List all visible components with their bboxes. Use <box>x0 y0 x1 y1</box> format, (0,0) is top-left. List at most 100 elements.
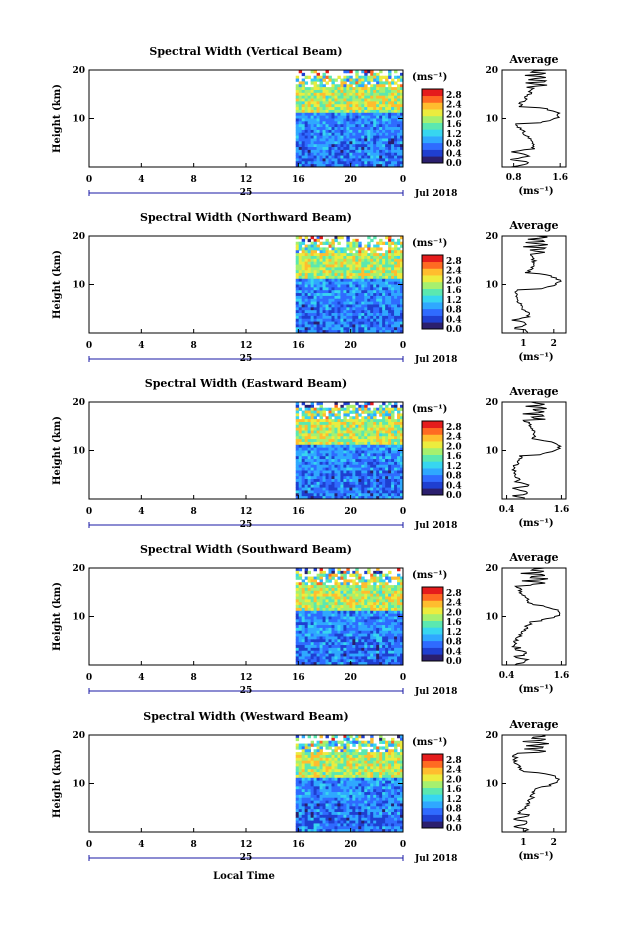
heatmap-cell <box>355 467 359 471</box>
heatmap-cell <box>379 653 383 657</box>
heatmap-cell <box>382 89 386 94</box>
heatmap-cell <box>391 461 395 466</box>
heatmap-cell <box>358 653 362 657</box>
heatmap-cell <box>298 261 303 265</box>
heatmap-cell <box>370 70 374 74</box>
heatmap-cell <box>298 653 303 657</box>
heatmap-cell <box>307 321 312 325</box>
heatmap-cell <box>316 616 320 620</box>
heatmap-cell <box>349 740 353 744</box>
heatmap-cell <box>307 330 312 334</box>
heatmap-cell <box>319 101 323 105</box>
heatmap-cell <box>298 270 303 274</box>
heatmap-cell <box>397 124 401 128</box>
heatmap-cell <box>307 313 312 317</box>
heatmap-cell <box>394 625 398 629</box>
heatmap-cell <box>364 253 368 257</box>
heatmap-cell <box>331 659 335 663</box>
heatmap-cell <box>352 602 356 606</box>
heatmap-cell <box>364 112 368 117</box>
heatmap-cell <box>340 484 344 488</box>
heatmap-cell <box>376 639 380 643</box>
heatmap-cell <box>379 147 383 151</box>
heatmap-cell <box>337 633 341 637</box>
heatmap-cell <box>316 625 320 629</box>
heatmap-cell <box>394 653 398 657</box>
heatmap-cell <box>307 636 312 640</box>
heatmap-cell <box>397 407 401 411</box>
heatmap-cell <box>343 144 347 148</box>
heatmap-cell <box>304 158 309 162</box>
heatmap-cell <box>400 642 404 646</box>
heatmap-cell <box>313 330 317 334</box>
heatmap-cell <box>364 743 368 747</box>
average-y-tick-label: 20 <box>485 398 498 408</box>
x-tick-label: 12 <box>240 673 253 683</box>
heatmap-cell <box>385 410 389 414</box>
heatmap-cell <box>343 95 347 99</box>
heatmap-cell <box>385 89 389 94</box>
heatmap-cell <box>331 427 335 431</box>
heatmap-cell <box>349 441 353 446</box>
heatmap-cell <box>325 95 329 99</box>
heatmap-cell <box>373 464 377 469</box>
heatmap-cell <box>397 75 401 79</box>
heatmap-cell <box>370 419 374 423</box>
heatmap-cell <box>313 749 317 753</box>
heatmap-cell <box>379 313 383 317</box>
heatmap-cell <box>325 307 329 311</box>
heatmap-cell <box>325 447 329 451</box>
heatmap-cell <box>301 304 306 308</box>
heatmap-cell <box>355 115 359 119</box>
heatmap-cell <box>382 158 386 162</box>
heatmap-cell <box>370 613 374 617</box>
colorbar-tick-label: 2.0 <box>446 276 462 286</box>
heatmap-cell <box>367 467 371 471</box>
heatmap-cell <box>364 293 368 297</box>
average-profile-line <box>510 69 561 168</box>
heatmap-cell <box>397 267 401 271</box>
heatmap-cell <box>391 290 395 294</box>
heatmap-cell <box>397 441 401 446</box>
heatmap-cell <box>325 579 329 583</box>
heatmap-cell <box>319 404 323 409</box>
heatmap-cell <box>295 473 300 477</box>
heatmap-cell <box>397 135 401 139</box>
heatmap-cell <box>331 447 335 451</box>
heatmap-cell <box>391 590 395 595</box>
heatmap-cell <box>307 307 312 311</box>
heatmap-cell <box>295 568 300 572</box>
heatmap-cell <box>301 132 306 137</box>
heatmap-cell <box>301 290 306 294</box>
colorbar-tick-label: 0.4 <box>446 315 462 325</box>
heatmap-cell <box>331 147 335 151</box>
heatmap-cell <box>397 576 401 580</box>
heatmap-cell <box>394 633 398 637</box>
heatmap-cell <box>307 115 312 119</box>
heatmap-cell <box>373 430 377 434</box>
heatmap-cell <box>400 579 404 583</box>
heatmap-cell <box>316 321 320 325</box>
heatmap-cell <box>349 115 353 119</box>
heatmap-cell <box>325 735 329 739</box>
heatmap-cell <box>361 158 365 162</box>
colorbar-swatch <box>422 115 443 123</box>
colorbar-swatch <box>422 607 443 615</box>
heatmap-cell <box>334 633 338 637</box>
heatmap-cell <box>310 464 314 469</box>
heatmap-cell <box>328 743 332 747</box>
heatmap-cell <box>358 740 362 744</box>
heatmap-cell <box>373 630 377 635</box>
heatmap-cell <box>295 161 300 165</box>
heatmap-cell <box>319 647 323 652</box>
heatmap-cell <box>316 138 320 142</box>
heatmap-cell <box>346 599 350 603</box>
heatmap-cell <box>355 161 359 165</box>
heatmap-cell <box>358 264 362 268</box>
heatmap-cell <box>394 479 398 483</box>
heatmap-cell <box>304 261 309 265</box>
heatmap-cell <box>337 740 341 744</box>
heatmap-cell <box>346 605 350 609</box>
heatmap-cell <box>319 656 323 660</box>
heatmap-cell <box>331 101 335 105</box>
